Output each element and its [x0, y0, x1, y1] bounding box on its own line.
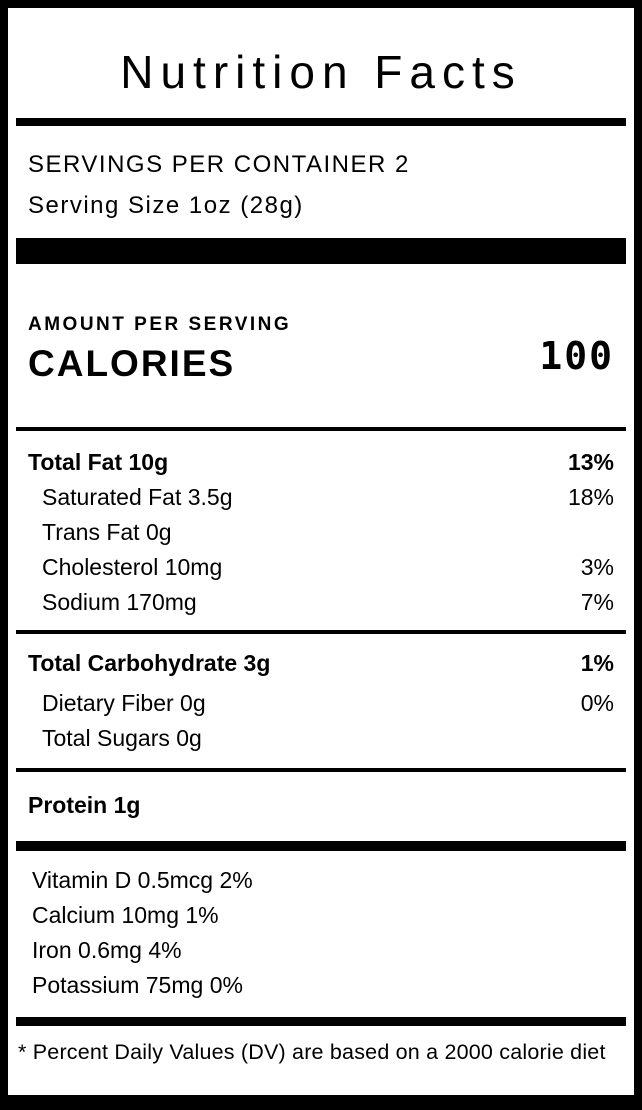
divider-thick-bar [16, 238, 626, 264]
servings-per-container: SERVINGS PER CONTAINER 2 [28, 151, 410, 178]
divider-thin-bar [16, 118, 626, 126]
carbohydrates-section: Total Carbohydrate 3g 1% Dietary Fiber 0… [8, 634, 634, 768]
nutrient-row: Sodium 170mg 7% [28, 585, 614, 620]
nutrient-name: Sodium 170mg [42, 589, 197, 615]
nutrient-daily-value: 0% [580, 690, 614, 716]
vitamin-row: Calcium 10mg 1% [32, 898, 614, 933]
amount-per-serving-heading: AMOUNT PER SERVING [28, 314, 292, 335]
nutrient-daily-value: 18% [567, 484, 614, 510]
section-rule [16, 427, 626, 431]
nutrient-name: Total Sugars 0g [42, 725, 202, 751]
fats-section: Total Fat 10g 13% Saturated Fat 3.5g 18%… [8, 431, 634, 630]
nutrient-row: Dietary Fiber 0g 0% [28, 686, 614, 721]
nutrient-row: Total Fat 10g 13% [28, 445, 614, 480]
section-rule [16, 630, 626, 634]
nutrient-row: Saturated Fat 3.5g 18% [28, 480, 614, 515]
nutrient-daily-value: 7% [580, 589, 614, 615]
nutrient-name: Trans Fat 0g [42, 519, 172, 545]
label-title: Nutrition Facts [120, 46, 522, 98]
nutrient-name: Cholesterol 10mg [42, 554, 223, 580]
serving-size: Serving Size 1oz (28g) [28, 192, 304, 219]
nutrient-daily-value: 3% [580, 554, 614, 580]
nutrient-name: Total Fat 10g [28, 449, 169, 475]
calories-value: 100 [539, 334, 614, 378]
nutrient-row: Trans Fat 0g [28, 515, 614, 550]
calories-label: CALORIES [28, 343, 236, 384]
nutrient-daily-value: 1% [580, 650, 614, 676]
nutrient-daily-value: 13% [567, 449, 614, 475]
vitamins-section: Vitamin D 0.5mcg 2% Calcium 10mg 1% Iron… [8, 851, 634, 1003]
vitamin-text: Iron 0.6mg 4% [32, 937, 182, 963]
divider-medium-bar [16, 841, 626, 851]
vitamin-row: Vitamin D 0.5mcg 2% [32, 863, 614, 898]
nutrient-name: Total Carbohydrate 3g [28, 650, 271, 676]
vitamin-text: Vitamin D 0.5mcg 2% [32, 867, 253, 893]
vitamin-text: Calcium 10mg 1% [32, 902, 219, 928]
protein-section: Protein 1g [8, 772, 634, 823]
nutrient-row: Total Carbohydrate 3g 1% [28, 646, 614, 681]
nutrient-name: Dietary Fiber 0g [42, 690, 206, 716]
divider-medium-bar [16, 1017, 626, 1026]
daily-values-footnote: * Percent Daily Values (DV) are based on… [18, 1040, 606, 1064]
nutrient-name: Saturated Fat 3.5g [42, 484, 233, 510]
vitamin-text: Potassium 75mg 0% [32, 972, 243, 998]
vitamin-row: Iron 0.6mg 4% [32, 933, 614, 968]
vitamin-row: Potassium 75mg 0% [32, 968, 614, 1003]
nutrient-name: Protein 1g [28, 792, 141, 818]
calories-row: CALORIES 100 [8, 336, 634, 383]
nutrient-row: Protein 1g [28, 788, 614, 823]
nutrient-row: Cholesterol 10mg 3% [28, 550, 614, 585]
servings-section: SERVINGS PER CONTAINER 2 Serving Size 1o… [8, 144, 634, 226]
section-rule [16, 768, 626, 772]
nutrient-row: Total Sugars 0g [28, 721, 614, 756]
